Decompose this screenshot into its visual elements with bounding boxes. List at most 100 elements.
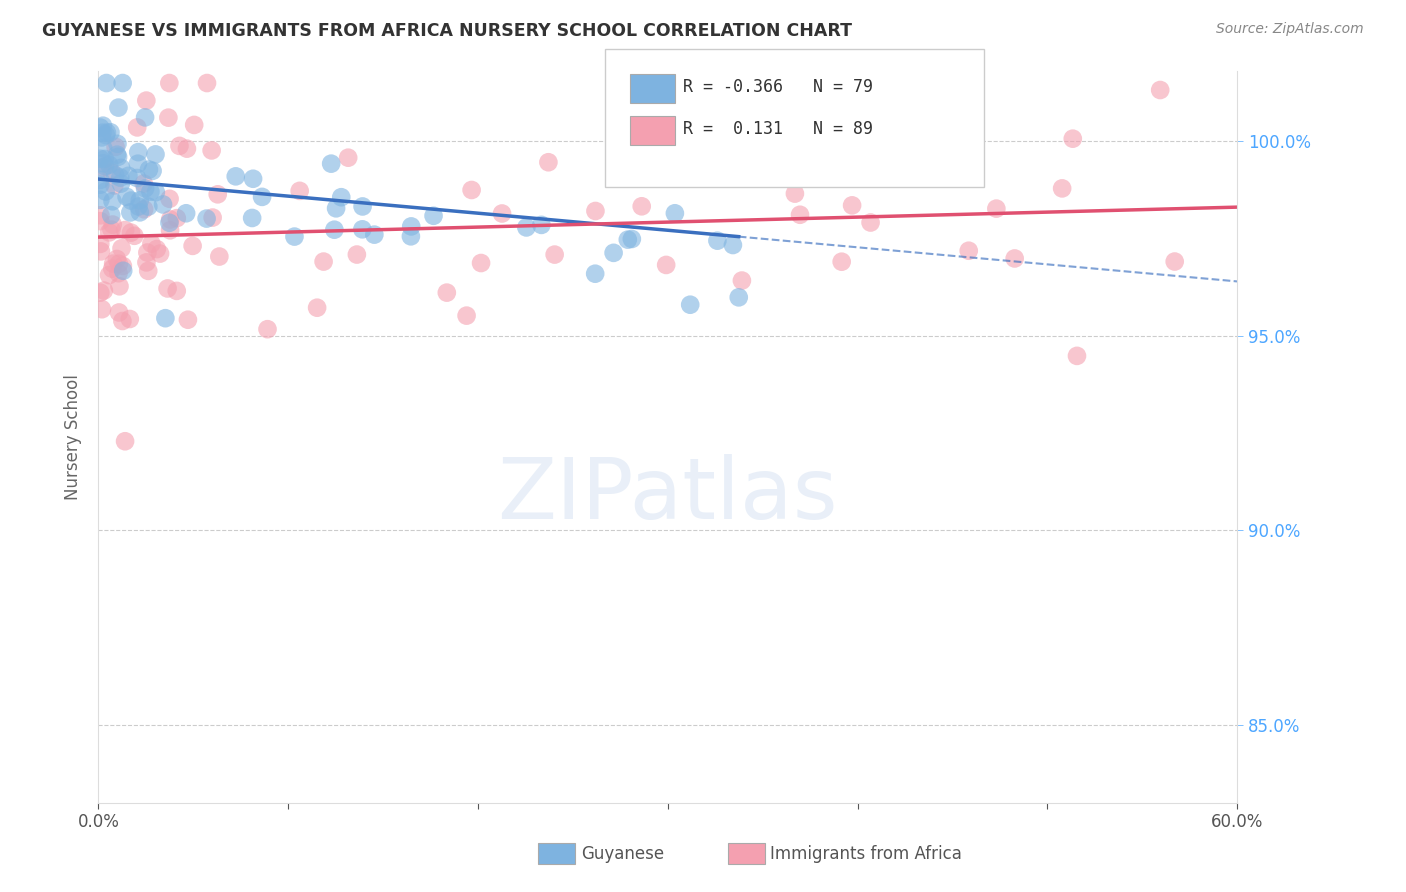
Point <box>91 302 114 317</box>
Point <box>352 222 374 236</box>
Point <box>124 228 146 243</box>
Point <box>602 245 624 260</box>
Point <box>470 256 492 270</box>
Point <box>105 252 128 266</box>
Point <box>159 216 181 230</box>
Point <box>159 192 181 206</box>
Point <box>100 208 122 222</box>
Text: Guyanese: Guyanese <box>581 845 664 863</box>
Point <box>145 147 167 161</box>
Point <box>321 156 343 170</box>
Point <box>225 169 247 184</box>
Point <box>146 242 169 256</box>
Point <box>436 285 458 300</box>
Point <box>312 254 335 268</box>
Point <box>110 177 132 191</box>
Point <box>108 305 131 319</box>
Point <box>337 151 360 165</box>
Point <box>96 76 118 90</box>
Point <box>174 206 197 220</box>
Point <box>655 258 678 272</box>
Point <box>1004 252 1026 266</box>
Point <box>110 241 132 255</box>
Point <box>731 274 754 288</box>
Point <box>789 208 811 222</box>
Point <box>91 141 114 155</box>
Point <box>706 234 728 248</box>
Point <box>110 170 132 185</box>
Point <box>89 208 111 222</box>
Point <box>149 246 172 260</box>
Point <box>89 178 111 192</box>
Point <box>323 223 346 237</box>
Point <box>91 161 114 175</box>
Text: R = -0.366   N = 79: R = -0.366 N = 79 <box>683 78 873 96</box>
Point <box>240 211 263 225</box>
Point <box>585 204 607 219</box>
Point <box>120 226 142 240</box>
Point <box>330 190 353 204</box>
Point <box>139 185 162 199</box>
Point <box>177 312 200 326</box>
Point <box>183 118 205 132</box>
Point <box>101 261 124 276</box>
Point <box>104 140 127 154</box>
Point <box>727 290 749 304</box>
Point <box>134 181 156 195</box>
Point <box>111 76 134 90</box>
Point <box>125 171 148 186</box>
Point <box>135 255 157 269</box>
Point <box>195 211 218 226</box>
Point <box>115 190 138 204</box>
Point <box>138 200 160 214</box>
Point <box>346 247 368 261</box>
Point <box>100 125 122 139</box>
Point <box>841 198 863 212</box>
Point <box>157 76 180 90</box>
Point <box>91 126 114 140</box>
Point <box>107 266 129 280</box>
Point <box>96 126 118 140</box>
Point <box>159 212 181 227</box>
Point <box>242 171 264 186</box>
Text: Source: ZipAtlas.com: Source: ZipAtlas.com <box>1216 22 1364 37</box>
Point <box>166 284 188 298</box>
Point <box>169 139 191 153</box>
Point <box>325 202 347 216</box>
Point <box>307 301 329 315</box>
Point <box>156 281 179 295</box>
Point <box>1163 254 1185 268</box>
Point <box>89 285 111 300</box>
Point <box>530 218 553 232</box>
Point <box>138 162 160 177</box>
Point <box>630 199 652 213</box>
Point <box>201 211 224 225</box>
Point <box>207 187 229 202</box>
Point <box>91 156 114 170</box>
Point <box>127 120 149 135</box>
Point <box>103 257 125 271</box>
Point <box>1149 83 1171 97</box>
Point <box>89 214 111 228</box>
Point <box>134 202 156 217</box>
Point <box>957 244 980 258</box>
Point <box>91 119 114 133</box>
Point <box>94 152 117 166</box>
Point <box>89 120 111 135</box>
Point <box>117 169 139 183</box>
Point <box>101 218 124 232</box>
Point <box>145 185 167 199</box>
Point <box>583 267 606 281</box>
Point <box>159 223 181 237</box>
Point <box>831 254 853 268</box>
Point <box>399 219 422 234</box>
Point <box>176 142 198 156</box>
Point <box>110 161 132 175</box>
Point <box>288 184 311 198</box>
Point <box>986 202 1008 216</box>
Point <box>94 128 117 142</box>
Point <box>664 206 686 220</box>
Point <box>112 264 135 278</box>
Point <box>90 244 112 259</box>
Point <box>101 194 124 209</box>
